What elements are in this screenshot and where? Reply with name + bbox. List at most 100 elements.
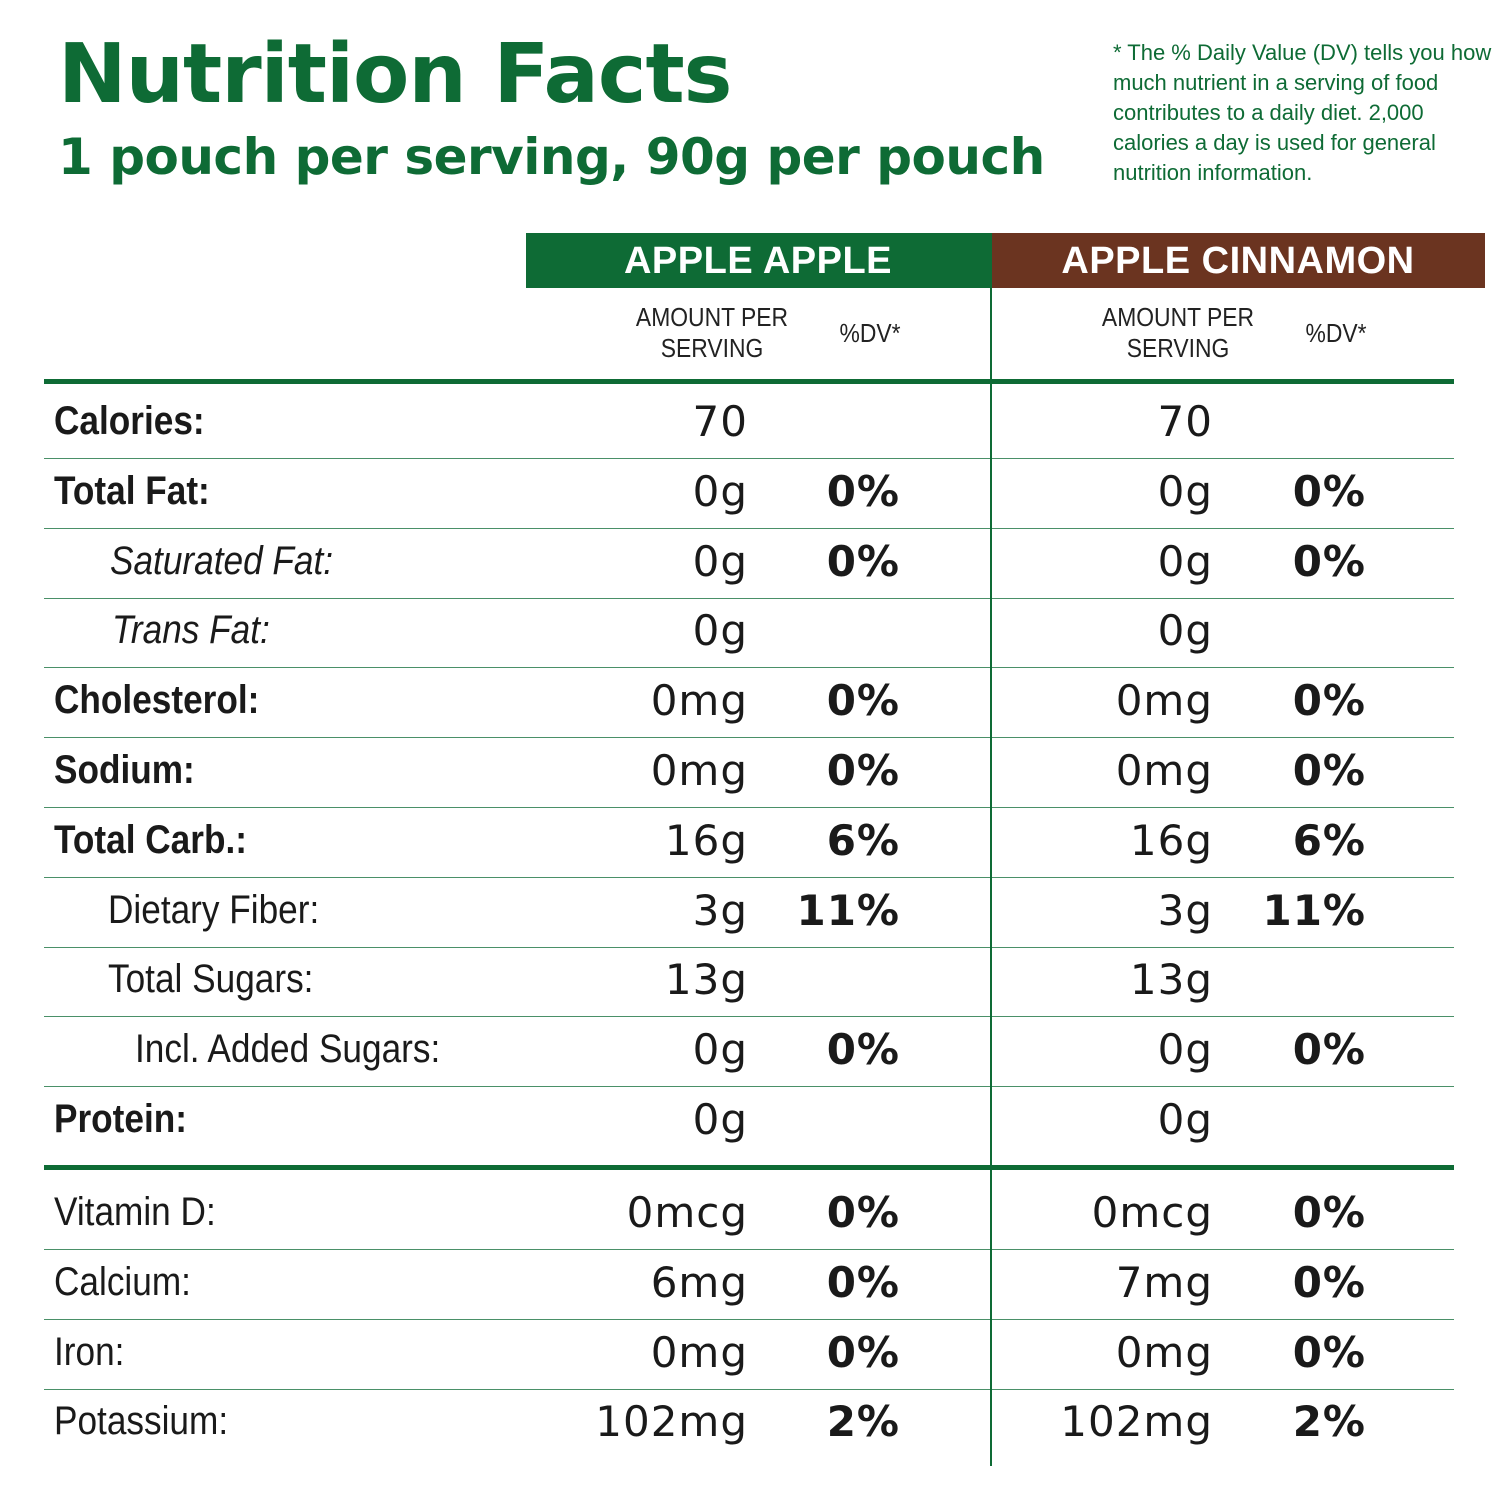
nutrient-label: Sodium: <box>54 748 195 792</box>
daily-value-footnote: * The % Daily Value (DV) tells you how m… <box>1113 40 1492 185</box>
row-divider <box>44 737 1454 739</box>
apple-dv-value: 0% <box>826 536 900 586</box>
nutrient-label: Total Carb.: <box>54 817 247 862</box>
row-divider <box>44 458 1454 459</box>
nutrient-label: Saturated Fat: <box>110 538 334 583</box>
nutrient-row: Total Sugars: 13g 13g <box>0 944 1500 1014</box>
apple-amount-value: 3g <box>692 885 748 935</box>
apple-dv-value: 11% <box>796 885 900 935</box>
cinnamon-amount-value: 0g <box>1157 1025 1213 1075</box>
nutrient-label: Total Sugars: <box>108 957 314 1002</box>
cinnamon-dv-value: 11% <box>1262 885 1366 935</box>
apple-dv-label: %DV* <box>839 318 901 348</box>
apple-amount-value: 0mcg <box>626 1188 748 1237</box>
nutrient-label: Dietary Fiber: <box>108 887 320 932</box>
apple-amount-value: 0g <box>692 1095 748 1144</box>
cinnamon-dv-label: %DV* <box>1305 318 1367 348</box>
cinnamon-amount-value: 102mg <box>1060 1397 1213 1447</box>
row-divider <box>44 1388 1454 1390</box>
row-divider <box>44 876 1454 878</box>
row-divider <box>44 1318 1454 1320</box>
nutrient-row: Incl. Added Sugars: 0g 0% 0g 0% <box>0 1014 1500 1084</box>
cinnamon-amount-value: 0g <box>1157 466 1213 516</box>
nutrient-label: Calories: <box>54 399 205 443</box>
nutrient-row: Protein: 0g 0g <box>0 1084 1500 1154</box>
apple-dv-value: 0% <box>826 1327 900 1377</box>
nutrient-row: Potassium: 102mg 2% 102mg 2% <box>0 1386 1500 1456</box>
apple-amount-value: 0g <box>692 466 748 516</box>
cinnamon-amount-label: AMOUNT PER SERVING <box>1101 302 1255 363</box>
row-divider <box>44 1249 1454 1250</box>
apple-amount-value: 6mg <box>650 1257 748 1307</box>
cinnamon-amount-value: 0mg <box>1115 676 1213 726</box>
nutrient-row: Total Fat: 0g 0% 0g 0% <box>0 456 1500 526</box>
apple-amount-value: 0g <box>692 536 748 586</box>
row-divider <box>44 807 1454 808</box>
nutrient-label: Incl. Added Sugars: <box>135 1027 441 1072</box>
nutrient-label: Potassium: <box>54 1399 229 1444</box>
cinnamon-amount-value: 0g <box>1157 1095 1213 1144</box>
header-rule <box>44 379 1454 384</box>
row-divider <box>44 1086 1454 1088</box>
cinnamon-amount-value: 70 <box>1157 397 1213 446</box>
cinnamon-amount-value: 0mg <box>1115 746 1213 795</box>
nutrient-row: Calcium: 6mg 0% 7mg 0% <box>0 1247 1500 1317</box>
nutrient-label: Cholesterol: <box>54 678 260 723</box>
apple-dv-value: 2% <box>826 1397 900 1447</box>
apple-dv-value: 0% <box>826 746 900 795</box>
cinnamon-dv-value: 6% <box>1292 815 1366 865</box>
apple-amount-value: 16g <box>664 815 748 865</box>
nutrient-label: Vitamin D: <box>54 1190 216 1234</box>
column-header-apple-cinnamon: APPLE CINNAMON <box>991 233 1485 288</box>
cinnamon-dv-value: 0% <box>1292 676 1366 726</box>
cinnamon-dv-value: 0% <box>1292 1188 1366 1237</box>
apple-amount-value: 0g <box>692 1025 748 1075</box>
nutrient-label: Iron: <box>54 1329 125 1374</box>
apple-amount-value: 0mg <box>650 676 748 726</box>
nutrient-row: Iron: 0mg 0% 0mg 0% <box>0 1317 1500 1387</box>
cinnamon-dv-value: 0% <box>1292 1327 1366 1377</box>
row-divider <box>44 597 1454 599</box>
nutrient-row: Dietary Fiber: 3g 11% 3g 11% <box>0 875 1500 945</box>
nutrient-row: Total Carb.: 16g 6% 16g 6% <box>0 805 1500 875</box>
apple-amount-value: 70 <box>692 397 748 446</box>
nutrient-row: Calories: 70 70 <box>0 386 1500 456</box>
cinnamon-amount-value: 7mg <box>1115 1257 1213 1307</box>
nutrient-row: Cholesterol: 0mg 0% 0mg 0% <box>0 665 1500 735</box>
cinnamon-amount-value: 0mcg <box>1091 1188 1213 1237</box>
apple-dv-value: 0% <box>826 466 900 516</box>
cinnamon-dv-value: 0% <box>1292 1025 1366 1075</box>
page-title: Nutrition Facts <box>58 27 732 122</box>
cinnamon-dv-value: 0% <box>1292 1257 1366 1307</box>
nutrient-label: Trans Fat: <box>112 608 270 653</box>
apple-dv-value: 0% <box>826 676 900 726</box>
column-divider <box>990 233 992 1466</box>
cinnamon-dv-value: 0% <box>1292 746 1366 795</box>
section-rule <box>44 1165 1454 1170</box>
nutrient-label: Calcium: <box>54 1259 191 1304</box>
apple-dv-value: 0% <box>826 1257 900 1307</box>
apple-dv-value: 0% <box>826 1188 900 1237</box>
cinnamon-amount-value: 13g <box>1129 955 1213 1005</box>
column-header-apple-apple: APPLE APPLE <box>526 233 990 288</box>
cinnamon-dv-value: 0% <box>1292 466 1366 516</box>
apple-amount-value: 0mg <box>650 746 748 795</box>
nutrient-label: Protein: <box>54 1097 187 1141</box>
cinnamon-amount-value: 0mg <box>1115 1327 1213 1377</box>
row-divider <box>44 946 1454 948</box>
row-divider <box>44 667 1454 669</box>
nutrient-row: Sodium: 0mg 0% 0mg 0% <box>0 735 1500 805</box>
nutrient-row: Saturated Fat: 0g 0% 0g 0% <box>0 526 1500 596</box>
nutrient-row: Vitamin D: 0mcg 0% 0mcg 0% <box>0 1177 1500 1247</box>
serving-size: 1 pouch per serving, 90g per pouch <box>58 128 1045 186</box>
apple-dv-value: 0% <box>826 1025 900 1075</box>
cinnamon-amount-value: 16g <box>1129 815 1213 865</box>
row-divider <box>44 527 1454 529</box>
apple-amount-value: 102mg <box>595 1397 748 1447</box>
apple-amount-value: 0mg <box>650 1327 748 1377</box>
cinnamon-amount-value: 3g <box>1157 885 1213 935</box>
cinnamon-amount-value: 0g <box>1157 606 1213 656</box>
apple-dv-value: 6% <box>826 815 900 865</box>
nutrient-row: Trans Fat: 0g 0g <box>0 595 1500 665</box>
apple-amount-value: 13g <box>664 955 748 1005</box>
